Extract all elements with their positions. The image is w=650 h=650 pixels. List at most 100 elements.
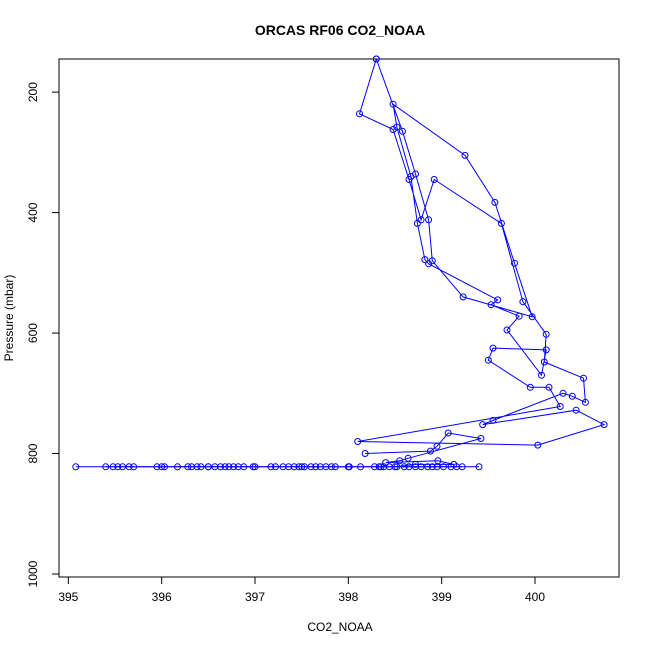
data-point bbox=[491, 198, 499, 206]
data-point bbox=[230, 463, 237, 471]
y-tick-label: 1000 bbox=[26, 560, 40, 587]
data-point bbox=[440, 463, 447, 471]
x-tick-label: 395 bbox=[58, 590, 78, 604]
data-point bbox=[357, 463, 364, 471]
data-point bbox=[356, 110, 363, 118]
data-point bbox=[428, 257, 436, 265]
data-point bbox=[417, 216, 425, 224]
data-point bbox=[580, 374, 587, 382]
data-point bbox=[477, 435, 485, 442]
data-point bbox=[184, 463, 192, 471]
data-point bbox=[497, 219, 505, 227]
data-point bbox=[240, 463, 248, 471]
data-point bbox=[542, 330, 550, 338]
data-point bbox=[331, 463, 339, 471]
data-point bbox=[396, 457, 404, 465]
data-point bbox=[204, 463, 212, 471]
data-point bbox=[393, 463, 401, 471]
data-point bbox=[399, 127, 406, 135]
series-line bbox=[357, 59, 606, 446]
data-point bbox=[197, 463, 205, 471]
data-point bbox=[424, 463, 432, 471]
data-point bbox=[267, 463, 275, 471]
x-axis-label: CO2_NOAA bbox=[307, 620, 372, 634]
data-point bbox=[158, 463, 166, 471]
data-point bbox=[428, 463, 436, 471]
data-point bbox=[581, 398, 589, 406]
data-point bbox=[375, 463, 383, 471]
data-point bbox=[372, 55, 380, 63]
data-point bbox=[600, 421, 608, 429]
data-point bbox=[345, 463, 353, 471]
series-points bbox=[72, 55, 608, 471]
data-point bbox=[328, 463, 335, 471]
data-point bbox=[153, 463, 161, 471]
data-point bbox=[161, 463, 168, 471]
data-point bbox=[114, 463, 122, 471]
data-point bbox=[251, 463, 259, 471]
x-tick-label: 398 bbox=[338, 590, 358, 604]
y-tick-label: 600 bbox=[26, 323, 40, 343]
data-point bbox=[72, 463, 80, 471]
data-point bbox=[475, 463, 483, 471]
data-point bbox=[249, 463, 257, 471]
data-point bbox=[290, 463, 298, 471]
data-point bbox=[487, 301, 495, 309]
data-point bbox=[568, 392, 576, 400]
data-point bbox=[400, 463, 408, 471]
data-point bbox=[174, 463, 181, 471]
data-point bbox=[433, 442, 441, 450]
data-point bbox=[371, 463, 378, 471]
data-point bbox=[511, 259, 518, 267]
data-point bbox=[221, 463, 229, 471]
data-point bbox=[404, 454, 412, 462]
y-tick-label: 200 bbox=[26, 82, 40, 102]
data-point bbox=[389, 100, 397, 108]
data-point bbox=[430, 176, 438, 183]
data-point bbox=[425, 216, 433, 224]
data-point bbox=[545, 383, 553, 391]
data-point bbox=[361, 450, 369, 457]
data-point bbox=[461, 151, 469, 159]
data-point bbox=[413, 219, 421, 227]
data-point bbox=[393, 123, 401, 131]
data-point bbox=[519, 298, 527, 306]
y-axis-label: Pressure (mbar) bbox=[2, 275, 16, 362]
y-tick-label: 800 bbox=[26, 443, 40, 463]
data-point bbox=[412, 460, 419, 468]
data-point bbox=[389, 126, 397, 133]
data-point bbox=[354, 438, 362, 445]
data-point bbox=[503, 326, 511, 334]
data-point bbox=[559, 389, 567, 397]
data-point bbox=[421, 256, 429, 264]
x-tick-label: 396 bbox=[152, 590, 172, 604]
data-point bbox=[382, 459, 390, 467]
data-point bbox=[515, 312, 523, 320]
data-point bbox=[412, 170, 419, 178]
data-point bbox=[489, 344, 497, 352]
data-point bbox=[193, 463, 201, 471]
data-point bbox=[526, 383, 534, 391]
data-point bbox=[385, 463, 393, 471]
data-point bbox=[125, 463, 133, 471]
data-point bbox=[484, 356, 492, 364]
y-axis: 200 400 600 800 1000 bbox=[26, 82, 60, 587]
data-point bbox=[109, 463, 117, 471]
data-point bbox=[556, 403, 564, 410]
data-point bbox=[427, 447, 434, 455]
data-point bbox=[130, 463, 138, 471]
data-point bbox=[540, 358, 548, 366]
data-point bbox=[572, 406, 580, 414]
data-point bbox=[225, 463, 233, 471]
x-tick-label: 399 bbox=[432, 590, 452, 604]
data-point bbox=[479, 421, 487, 429]
data-point bbox=[298, 463, 306, 471]
data-point bbox=[312, 463, 320, 471]
data-point bbox=[444, 429, 452, 437]
data-point bbox=[272, 463, 279, 471]
data-point bbox=[534, 441, 542, 449]
data-point bbox=[528, 313, 536, 321]
data-point bbox=[458, 463, 466, 471]
